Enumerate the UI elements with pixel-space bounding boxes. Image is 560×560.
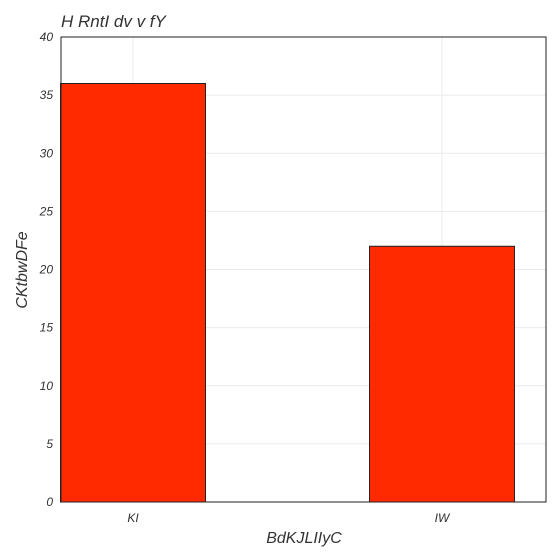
- y-tick-label: 15: [40, 321, 54, 335]
- y-axis-ticks: 0 5 10 15 20 25 30 35 40: [39, 30, 54, 509]
- y-tick-label: 25: [39, 204, 54, 218]
- y-tick-label: 30: [40, 146, 54, 160]
- y-tick-label: 10: [40, 379, 54, 393]
- x-axis-title: BdKJLIIyC: [266, 530, 342, 547]
- x-axis-ticks: KI IW: [127, 511, 451, 525]
- bar-ki: [60, 83, 206, 503]
- y-tick-label: 40: [40, 30, 54, 44]
- x-tick-label: KI: [127, 511, 139, 525]
- y-tick-label: 20: [39, 263, 54, 277]
- bars: [60, 83, 515, 503]
- y-axis-title: CKtbwDFe: [14, 231, 31, 308]
- chart-title: H RntI dv v fY: [61, 12, 168, 31]
- y-tick-label: 35: [40, 88, 54, 102]
- y-tick-label: 5: [46, 437, 53, 451]
- bar-iw: [369, 245, 515, 503]
- y-tick-label: 0: [46, 495, 53, 509]
- x-tick-label: IW: [435, 511, 451, 525]
- plot-frame: [60, 36, 547, 503]
